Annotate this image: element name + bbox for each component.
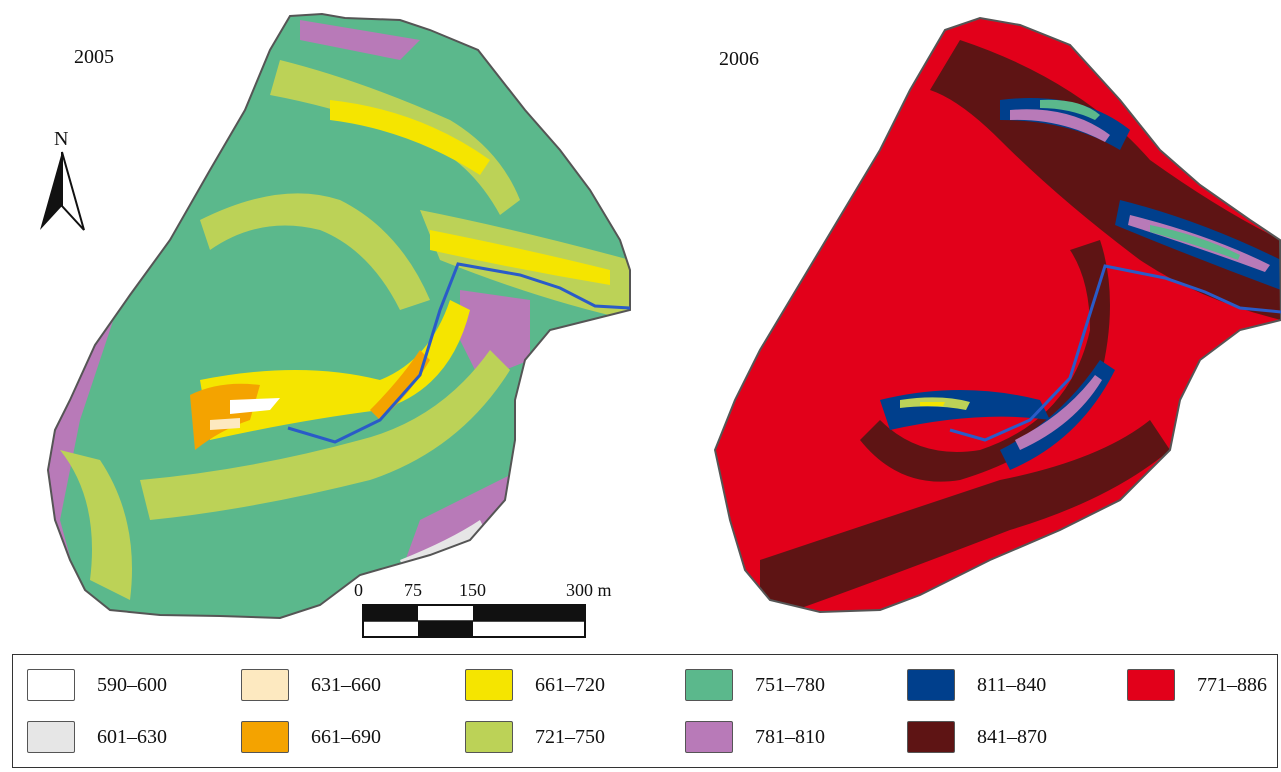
map-2006-zone-661-720: [920, 402, 945, 406]
scale-tick-75: 75: [404, 580, 422, 600]
legend-label-751-780: 751–780: [755, 673, 825, 696]
map-2006: [715, 18, 1281, 612]
map-2006-zone-781-810-a: [1010, 109, 1110, 142]
scale-tick-300: 300 m: [566, 580, 612, 600]
legend-label-841-870: 841–870: [977, 725, 1047, 748]
map-2005-river: [287, 262, 631, 444]
legend-item-771-886: 771–886: [1127, 669, 1267, 701]
scale-tick-150: 150: [459, 580, 486, 600]
scale-tick-0: 0: [354, 580, 363, 600]
legend-swatch-661-720: [465, 669, 513, 701]
map-2005-zone-590-600: [230, 398, 280, 414]
map-2005-boundary: [46, 12, 631, 620]
legend-item-661-690: 661–690: [241, 721, 381, 753]
map-2005-zone-721-750-e: [60, 450, 132, 600]
map-2005-zone-661-690-b: [370, 350, 430, 420]
legend-swatch-781-810: [685, 721, 733, 753]
north-label: N: [54, 128, 69, 150]
legend-label-781-810: 781–810: [755, 725, 825, 748]
legend-label-661-720: 661–720: [535, 673, 605, 696]
map-2006-zone-781-810-c: [1015, 375, 1102, 450]
legend: 590–600 631–660 661–720 751–780 811–840 …: [12, 654, 1278, 768]
north-arrow-icon: [40, 151, 85, 231]
legend-item-751-780: 751–780: [685, 669, 825, 701]
legend-swatch-601-630: [27, 721, 75, 753]
map-2006-zone-751-780-a: [1040, 99, 1100, 120]
map-2005-zone-661-720-b: [430, 230, 610, 285]
legend-item-590-600: 590–600: [27, 669, 167, 701]
legend-swatch-721-750: [465, 721, 513, 753]
legend-item-781-810: 781–810: [685, 721, 825, 753]
maps-canvas: [46, 12, 1281, 620]
legend-swatch-631-660: [241, 669, 289, 701]
legend-swatch-771-886: [1127, 669, 1175, 701]
legend-swatch-590-600: [27, 669, 75, 701]
legend-item-631-660: 631–660: [241, 669, 381, 701]
map-2006-zone-751-780-b: [1150, 225, 1240, 260]
map-2005-zone-781-810-north: [300, 20, 420, 60]
map-2006-boundary: [713, 16, 1281, 614]
legend-item-661-720: 661–720: [465, 669, 605, 701]
map-2005-zone-631-660: [210, 418, 240, 430]
legend-label-811-840: 811–840: [977, 673, 1047, 696]
map-2005-zone-721-750-a: [270, 60, 520, 215]
map-2006-river: [949, 264, 1281, 442]
map-2006-year-label: 2006: [719, 48, 759, 70]
legend-label-631-660: 631–660: [311, 673, 381, 696]
legend-swatch-751-780: [685, 669, 733, 701]
legend-swatch-811-840: [907, 669, 955, 701]
legend-swatch-661-690: [241, 721, 289, 753]
map-2005-year-label: 2005: [74, 46, 114, 68]
legend-item-601-630: 601–630: [27, 721, 167, 753]
legend-label-590-600: 590–600: [97, 673, 167, 696]
map-2005-zone-781-810-east: [460, 290, 530, 380]
map-2005-zone-721-750-d: [140, 350, 510, 520]
map-2005-zone-661-720-a: [330, 100, 490, 175]
legend-swatch-841-870: [907, 721, 955, 753]
legend-label-721-750: 721–750: [535, 725, 605, 748]
map-2005: [48, 14, 630, 618]
map-2006-zone-841-870-south: [760, 420, 1170, 612]
legend-item-721-750: 721–750: [465, 721, 605, 753]
legend-item-841-870: 841–870: [907, 721, 1047, 753]
legend-item-811-840: 811–840: [907, 669, 1046, 701]
scale-bar: 0 75 150 300 m: [354, 580, 634, 642]
legend-label-601-630: 601–630: [97, 725, 167, 748]
map-2005-zone-721-750-b: [200, 193, 430, 310]
scale-bar-graphic: [362, 604, 586, 638]
legend-label-771-886: 771–886: [1197, 673, 1267, 696]
legend-label-661-690: 661–690: [311, 725, 381, 748]
